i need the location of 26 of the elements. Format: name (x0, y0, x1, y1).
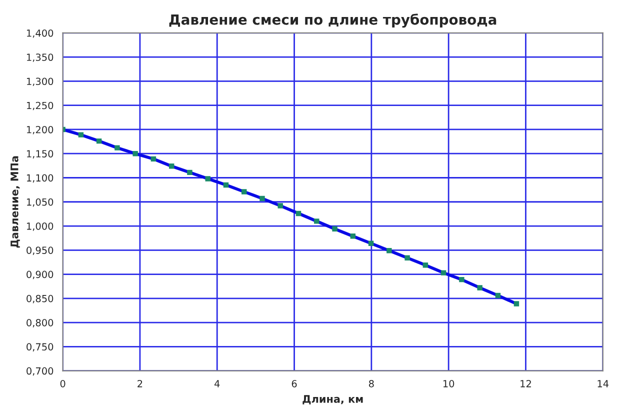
x-tick-label: 0 (60, 380, 66, 388)
x-tick-label: 2 (138, 380, 142, 388)
y-tick-label: 0,750 (26, 343, 54, 352)
x-tick-label: 10 (443, 380, 454, 388)
y-tick-label: 0,950 (26, 246, 54, 255)
y-tick-label: 1,300 (27, 78, 54, 86)
x-axis-title: Длина, км (302, 395, 363, 404)
y-tick-label: 1,100 (27, 174, 54, 183)
x-tick-label: 12 (520, 380, 531, 388)
chart-title: Давление смеси по длине трубопровода (169, 14, 496, 28)
y-tick-label: 0,800 (26, 319, 54, 328)
y-axis-title: Давление, МПа (10, 156, 20, 248)
x-tick-label: 14 (598, 380, 609, 388)
y-tick-label: 0,700 (26, 367, 54, 376)
y-tick-label: 0,850 (26, 294, 54, 304)
x-tick-label: 4 (214, 380, 220, 388)
y-tick-label: 1,000 (27, 222, 54, 231)
y-tick-label: 1,150 (27, 150, 54, 158)
y-tick-label: 1,050 (27, 198, 54, 207)
x-tick-label: 8 (368, 380, 374, 388)
y-tick-label: 1,400 (27, 29, 54, 38)
y-tick-label: 0,900 (26, 270, 54, 280)
y-tick-label: 1,250 (27, 102, 54, 110)
y-tick-label: 1,200 (27, 126, 54, 134)
x-tick-label: 6 (292, 380, 297, 388)
y-tick-label: 1,350 (27, 54, 54, 62)
